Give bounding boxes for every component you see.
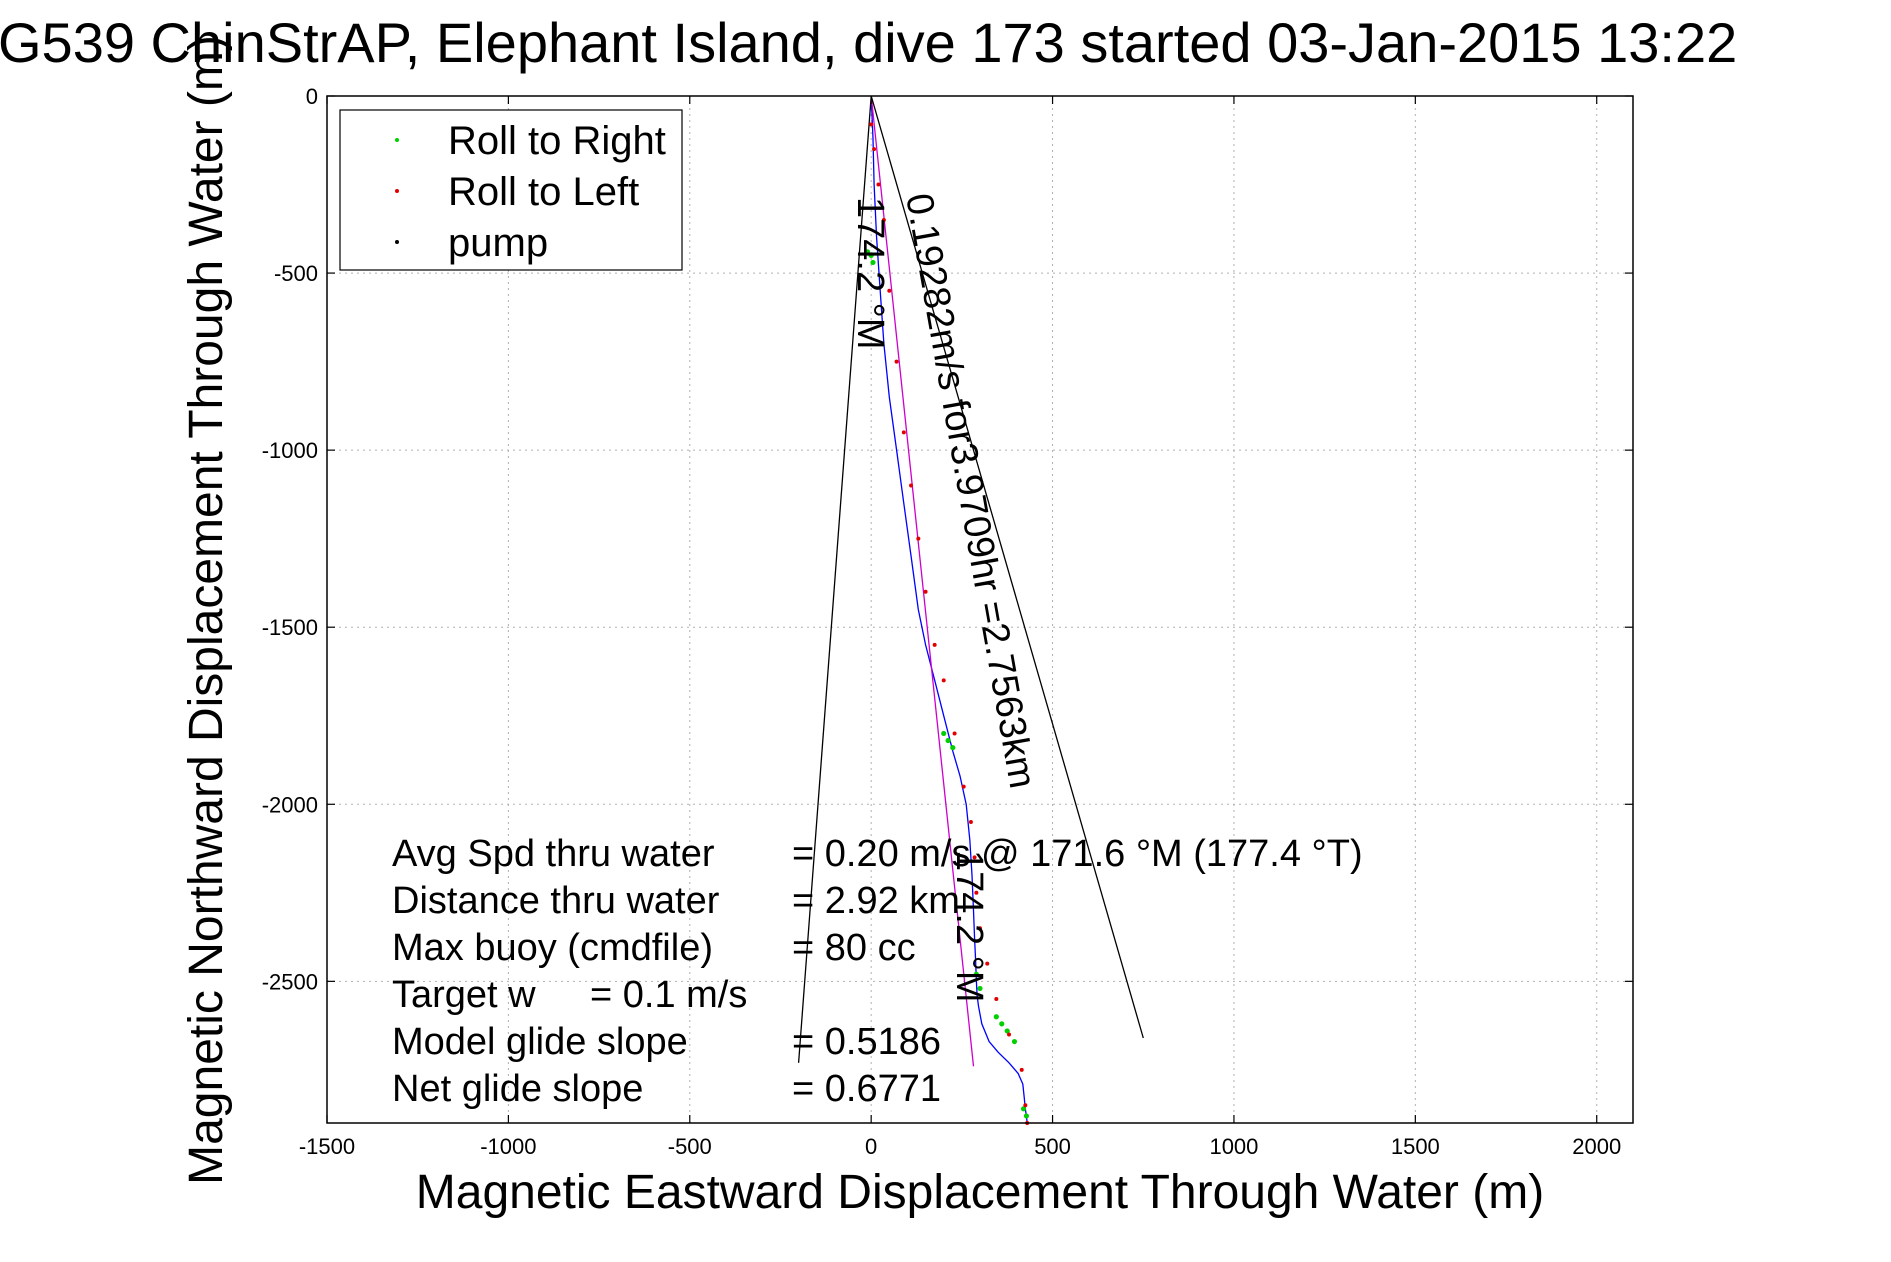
roll-right-point bbox=[1011, 1038, 1018, 1045]
roll-right-point bbox=[1004, 1028, 1010, 1034]
y-tick-label: -1500 bbox=[262, 615, 318, 640]
roll-left-point bbox=[923, 589, 928, 594]
stat-value-distance: = 2.92 km bbox=[792, 880, 960, 922]
legend: Roll to Right Roll to Left pump bbox=[339, 109, 683, 271]
stat-label-net-glide: Net glide slope bbox=[392, 1068, 643, 1110]
marker-layer bbox=[864, 122, 1030, 1125]
legend-label-pump: pump bbox=[448, 221, 548, 265]
y-tick-label: -2500 bbox=[262, 969, 318, 994]
x-tick-label: 1500 bbox=[1391, 1134, 1440, 1159]
series-envelope-left bbox=[797, 95, 872, 1063]
stat-label-model-glide: Model glide slope bbox=[392, 1021, 688, 1063]
legend-marker-pump bbox=[395, 240, 399, 244]
series-layer bbox=[797, 95, 1144, 1124]
y-axis-label: Magnetic Northward Displacement Through … bbox=[180, 35, 233, 1185]
roll-right-point bbox=[999, 1021, 1005, 1027]
roll-left-point bbox=[881, 217, 886, 222]
y-tick-label: -1000 bbox=[262, 438, 318, 463]
x-axis-label: Magnetic Eastward Displacement Through W… bbox=[416, 1166, 1544, 1219]
legend-label-roll-left: Roll to Left bbox=[448, 170, 639, 214]
roll-right-point bbox=[950, 745, 956, 751]
axis-ticks: -1500 -1000 -500 0 500 1000 1500 2000 0 -500 -1000… bbox=[262, 84, 1633, 1159]
plot-frame bbox=[326, 95, 1634, 1124]
roll-right-point bbox=[868, 252, 874, 258]
roll-right-point bbox=[945, 737, 951, 744]
roll-left-point bbox=[994, 997, 999, 1002]
roll-left-point bbox=[1019, 1067, 1024, 1072]
roll-left-point bbox=[961, 784, 966, 789]
x-tick-label: 500 bbox=[1034, 1134, 1071, 1159]
roll-left-point bbox=[941, 678, 946, 683]
stats-block: Avg Spd thru water = 0.20 m/s @ 171.6 °M… bbox=[392, 833, 1363, 1110]
x-tick-label: -500 bbox=[668, 1134, 712, 1159]
x-tick-label: 1000 bbox=[1209, 1134, 1258, 1159]
roll-left-point bbox=[968, 819, 973, 824]
legend-label-roll-right: Roll to Right bbox=[448, 119, 666, 163]
roll-right-point bbox=[993, 1014, 999, 1020]
stat-label-avg-speed: Avg Spd thru water bbox=[392, 833, 715, 875]
stat-value-target-w: = 0.1 m/s bbox=[590, 974, 747, 1016]
roll-left-point bbox=[909, 483, 914, 488]
heading-annotation-top: 174.2 °M bbox=[849, 197, 891, 350]
roll-left-point bbox=[985, 961, 990, 966]
roll-right-point bbox=[977, 985, 983, 992]
roll-right-point bbox=[973, 971, 979, 977]
legend-marker-roll-left bbox=[395, 189, 399, 193]
y-tick-label: -2000 bbox=[262, 792, 318, 817]
roll-left-point bbox=[894, 359, 899, 364]
roll-left-point bbox=[974, 890, 979, 895]
roll-left-point bbox=[869, 122, 874, 127]
series-dead-reckoning bbox=[870, 95, 975, 1067]
stat-value-model-glide: = 0.5186 bbox=[792, 1021, 941, 1063]
series-envelope-right bbox=[870, 95, 1144, 1039]
y-tick-label: -500 bbox=[274, 261, 318, 286]
series-track bbox=[870, 95, 1028, 1124]
stat-label-max-buoy: Max buoy (cmdfile) bbox=[392, 927, 713, 969]
roll-left-point bbox=[1023, 1103, 1028, 1108]
roll-left-point bbox=[887, 288, 892, 293]
x-tick-label: -1500 bbox=[299, 1134, 355, 1159]
roll-left-point bbox=[876, 182, 881, 187]
stat-label-distance: Distance thru water bbox=[392, 880, 720, 922]
roll-left-point bbox=[1007, 1032, 1012, 1037]
chart-title: G539 ChinStrAP, Elephant Island, dive 17… bbox=[0, 11, 1737, 74]
roll-left-point bbox=[932, 642, 937, 647]
roll-left-point bbox=[916, 536, 921, 541]
roll-right-point bbox=[1023, 1113, 1030, 1119]
roll-left-point bbox=[872, 147, 877, 152]
x-tick-label: 2000 bbox=[1572, 1134, 1621, 1159]
roll-left-point bbox=[978, 926, 982, 931]
roll-left-point bbox=[952, 731, 957, 736]
stat-value-net-glide: = 0.6771 bbox=[792, 1068, 941, 1110]
heading-annotation-mid: 174.2 °M bbox=[948, 850, 990, 1003]
roll-right-point bbox=[1020, 1106, 1027, 1112]
roll-left-point bbox=[972, 855, 977, 860]
stat-value-max-buoy: = 80 cc bbox=[792, 927, 916, 969]
roll-right-point bbox=[864, 249, 871, 255]
roll-left-point bbox=[901, 430, 906, 435]
y-tick-label: 0 bbox=[306, 84, 318, 109]
x-tick-label: 0 bbox=[865, 1134, 877, 1159]
roll-right-point bbox=[870, 259, 876, 266]
roll-right-point bbox=[941, 730, 947, 737]
legend-marker-roll-right bbox=[395, 138, 399, 142]
x-tick-label: -1000 bbox=[480, 1134, 536, 1159]
stat-label-target-w: Target w bbox=[392, 974, 536, 1016]
stat-value-avg-speed: = 0.20 m/s @ 171.6 °M (177.4 °T) bbox=[792, 833, 1363, 875]
